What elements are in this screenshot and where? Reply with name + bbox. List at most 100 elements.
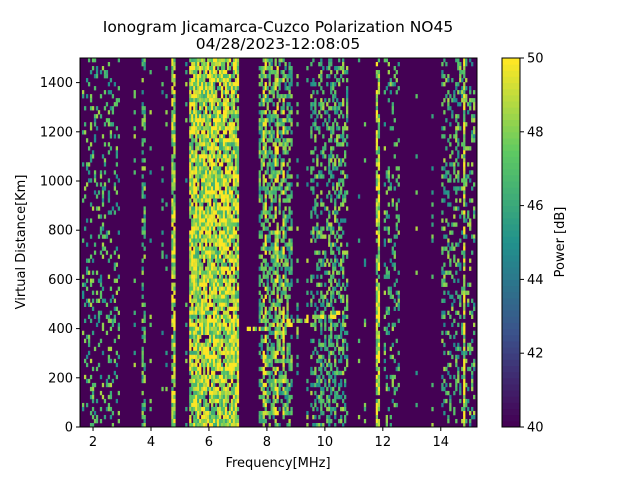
heatmap-cell [218, 354, 222, 360]
heatmap-cell [284, 270, 287, 275]
heatmap-cell [236, 354, 240, 360]
heatmap-cell [218, 270, 222, 275]
heatmap-cell [209, 222, 212, 227]
heatmap-cell [274, 386, 277, 392]
heatmap-cell [344, 250, 347, 255]
heatmap-cell [268, 398, 271, 404]
heatmap-cell [195, 374, 198, 380]
heatmap-cell [218, 230, 222, 235]
heatmap-cell [220, 402, 224, 408]
heatmap-cell [282, 122, 285, 127]
heatmap-cell [345, 346, 349, 352]
heatmap-cell [189, 330, 192, 336]
heatmap-cell [236, 378, 240, 384]
heatmap-cell [288, 246, 291, 251]
heatmap-cell [290, 406, 293, 412]
heatmap-cell [230, 390, 234, 396]
heatmap-cell [214, 158, 218, 163]
heatmap-cell [443, 234, 446, 239]
heatmap-cell [375, 74, 379, 79]
heatmap-cell [199, 406, 202, 412]
heatmap-cell [455, 362, 458, 368]
heatmap-cell [109, 254, 113, 259]
heatmap-cell [195, 370, 198, 376]
heatmap-cell [230, 142, 234, 147]
heatmap-cell [216, 294, 220, 299]
heatmap-cell [195, 194, 198, 199]
heatmap-cell [234, 198, 238, 203]
heatmap-cell [457, 374, 460, 380]
heatmap-cell [330, 150, 333, 155]
heatmap-cell [338, 58, 341, 63]
heatmap-cell [209, 230, 212, 235]
heatmap-cell [171, 230, 174, 235]
heatmap-cell [320, 62, 323, 67]
heatmap-cell [209, 78, 212, 83]
heatmap-cell [143, 114, 146, 119]
heatmap-cell [222, 350, 226, 356]
heatmap-cell [209, 290, 212, 295]
heatmap-cell [218, 214, 222, 219]
heatmap-cell [95, 418, 99, 424]
heatmap-cell [201, 218, 204, 223]
heatmap-cell [211, 134, 214, 139]
heatmap-cell [451, 78, 454, 83]
heatmap-cell [262, 206, 265, 211]
heatmap-cell [272, 118, 275, 123]
heatmap-cell [449, 258, 452, 263]
heatmap-cell [216, 226, 220, 231]
heatmap-cell [459, 126, 462, 131]
heatmap-cell [214, 286, 218, 291]
heatmap-cell [262, 350, 265, 356]
heatmap-cell [213, 74, 216, 79]
heatmap-cell [268, 410, 271, 416]
heatmap-cell [93, 138, 97, 143]
heatmap-cell [203, 366, 206, 372]
heatmap-cell [171, 98, 174, 103]
heatmap-cell [286, 198, 289, 203]
heatmap-cell [375, 330, 379, 336]
heatmap-cell [211, 406, 214, 412]
heatmap-cell [173, 218, 176, 223]
heatmap-cell [377, 354, 381, 360]
heatmap-cell [220, 134, 224, 139]
heatmap-cell [328, 162, 331, 167]
heatmap-cell [209, 250, 212, 255]
heatmap-cell [268, 346, 271, 352]
heatmap-cell [236, 158, 240, 163]
heatmap-cell [262, 326, 265, 332]
heatmap-cell [189, 110, 192, 115]
heatmap-cell [274, 390, 277, 396]
heatmap-cell [173, 366, 176, 372]
heatmap-cell [290, 142, 293, 147]
heatmap-cell [391, 202, 394, 207]
heatmap-cell [459, 386, 462, 392]
heatmap-cell [268, 358, 271, 364]
heatmap-cell [286, 242, 289, 247]
heatmap-cell [191, 366, 194, 372]
heatmap-cell [391, 322, 394, 328]
heatmap-cell [318, 174, 321, 179]
heatmap-cell [213, 214, 216, 219]
heatmap-cell [111, 294, 115, 299]
heatmap-cell [345, 314, 349, 320]
heatmap-cell [318, 282, 321, 287]
heatmap-cell [310, 338, 313, 344]
heatmap-cell [224, 82, 228, 87]
heatmap-cell [222, 158, 226, 163]
heatmap-cell [284, 274, 287, 279]
heatmap-cell [213, 346, 216, 352]
heatmap-cell [226, 66, 230, 71]
heatmap-cell [211, 114, 214, 119]
heatmap-cell [236, 218, 240, 223]
heatmap-cell [173, 318, 176, 324]
heatmap-cell [214, 394, 218, 400]
heatmap-cell [266, 378, 269, 384]
heatmap-cell [133, 310, 136, 315]
heatmap-cell [449, 94, 452, 99]
heatmap-cell [391, 106, 394, 111]
heatmap-cell [322, 174, 325, 179]
heatmap-cell [209, 342, 212, 348]
heatmap-cell [195, 274, 198, 279]
heatmap-cell [326, 362, 329, 368]
